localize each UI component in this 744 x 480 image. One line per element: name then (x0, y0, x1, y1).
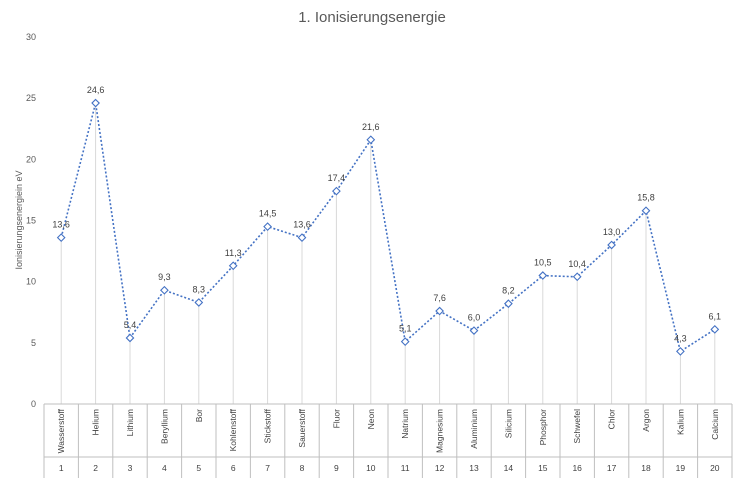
y-axis-label: Ionisierungsenergiein eV (14, 170, 24, 269)
data-point (469, 326, 479, 335)
x-category-label: Kalium (675, 409, 685, 435)
data-point (676, 347, 685, 356)
x-number-label: 10 (366, 463, 376, 473)
x-category-label: Sauerstoff (297, 408, 307, 447)
x-number-label: 5 (196, 463, 201, 473)
data-label: 21,6 (362, 122, 380, 132)
data-point (160, 285, 169, 295)
data-label: 7,6 (433, 293, 446, 303)
data-point (125, 333, 135, 343)
data-point (194, 298, 204, 307)
data-point (91, 98, 100, 108)
x-category-label: Wasserstoff (56, 408, 66, 453)
data-point (263, 222, 272, 231)
data-point (710, 324, 720, 334)
data-label: 14,5 (259, 209, 277, 219)
data-label: 5,1 (399, 324, 412, 334)
y-tick-label: 15 (26, 216, 36, 226)
x-category-label: Silicium (503, 409, 513, 438)
data-point (607, 240, 616, 250)
x-number-label: 2 (93, 463, 98, 473)
x-number-label: 1 (59, 463, 64, 473)
x-number-label: 12 (435, 463, 445, 473)
data-label: 8,3 (193, 284, 206, 294)
data-label: 5,4 (124, 320, 137, 330)
x-category-label: Magnesium (435, 409, 445, 453)
data-label: 9,3 (158, 272, 171, 282)
x-category-label: Bor (194, 409, 204, 422)
x-category-label: Phosphor (538, 409, 548, 446)
x-number-label: 4 (162, 463, 167, 473)
x-category-label: Helium (91, 409, 101, 435)
x-number-label: 3 (128, 463, 133, 473)
x-number-label: 20 (710, 463, 720, 473)
x-category-label: Kohlenstoff (228, 408, 238, 451)
data-point (538, 271, 548, 280)
data-label: 13,0 (603, 227, 621, 237)
x-number-label: 11 (401, 463, 410, 473)
x-category-label: Chlor (607, 409, 617, 429)
x-number-label: 18 (641, 463, 651, 473)
x-category-label: Fluor (331, 409, 341, 429)
y-tick-label: 5 (31, 338, 36, 348)
x-number-label: 7 (265, 463, 270, 473)
y-tick-label: 0 (31, 399, 36, 409)
data-label: 15,8 (637, 193, 655, 203)
y-tick-label: 20 (26, 154, 36, 164)
x-number-label: 16 (572, 463, 582, 473)
data-label: 10,5 (534, 258, 552, 268)
data-point (228, 261, 238, 271)
plot-area: 05101520253013,624,65,49,38,311,314,513,… (26, 32, 733, 478)
x-category-label: Stickstoff (263, 408, 273, 443)
x-number-label: 13 (469, 463, 479, 473)
data-point (572, 272, 582, 282)
x-number-label: 6 (231, 463, 236, 473)
data-point (504, 299, 513, 309)
x-number-label: 9 (334, 463, 339, 473)
series-line (60, 102, 716, 353)
x-category-label: Aluminium (469, 409, 479, 449)
y-tick-label: 30 (26, 32, 36, 42)
data-label: 13,6 (293, 220, 311, 230)
y-tick-label: 10 (26, 277, 36, 287)
data-point (297, 233, 307, 243)
data-point (332, 186, 341, 196)
x-number-label: 8 (300, 463, 305, 473)
data-label: 4,3 (674, 333, 687, 343)
data-label: 17,4 (328, 173, 346, 183)
data-point (56, 233, 66, 243)
x-category-label: Neon (366, 409, 376, 430)
data-label: 13,6 (52, 220, 70, 230)
x-category-label: Beryllium (159, 409, 169, 444)
data-label: 11,3 (225, 248, 242, 258)
data-label: 6,0 (468, 313, 481, 323)
y-tick-label: 25 (26, 93, 36, 103)
x-category-label: Lithium (125, 409, 135, 436)
x-category-label: Argon (641, 409, 651, 432)
data-label: 24,6 (87, 85, 105, 95)
x-number-label: 14 (504, 463, 514, 473)
x-category-label: Natrium (400, 409, 410, 439)
data-label: 10,4 (568, 259, 586, 269)
x-number-label: 19 (676, 463, 686, 473)
data-label: 6,1 (709, 311, 722, 321)
data-label: 8,2 (502, 286, 515, 296)
x-number-label: 15 (538, 463, 548, 473)
data-point (435, 306, 444, 316)
x-number-label: 17 (607, 463, 617, 473)
chart-title: 1. Ionisierungsenergie (298, 9, 446, 26)
x-category-label: Schwefel (572, 409, 582, 444)
data-point (641, 206, 651, 216)
x-category-label: Calcium (710, 409, 720, 440)
data-point (366, 135, 376, 145)
data-point (400, 337, 410, 346)
